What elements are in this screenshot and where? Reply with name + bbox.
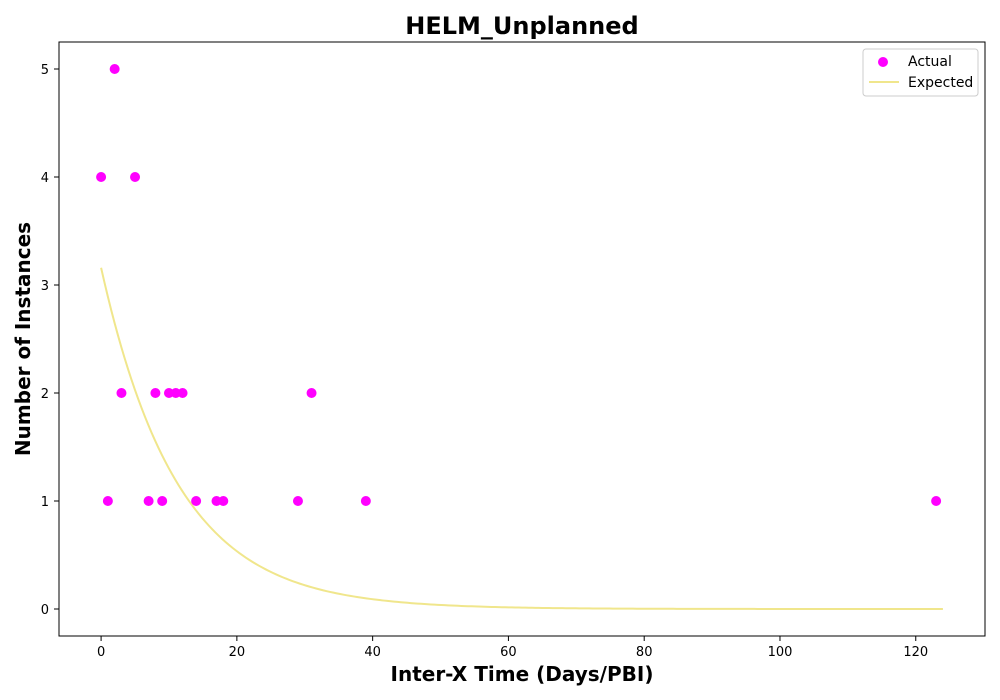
x-tick-label-120: 120	[903, 645, 928, 660]
actual-point-0	[96, 172, 107, 182]
actual-point-7	[157, 496, 168, 506]
expected-line	[100, 267, 943, 610]
actual-point-4	[130, 172, 141, 182]
y-tick-label-5: 5	[41, 63, 49, 78]
chart-title: HELM_Unplanned	[405, 12, 638, 40]
legend: Actual Expected	[862, 48, 979, 97]
actual-point-15	[306, 388, 317, 398]
x-axis-label: Inter-X Time (Days/PBI)	[391, 662, 654, 686]
actual-point-11	[191, 496, 202, 506]
y-tick-label-2: 2	[41, 387, 49, 402]
y-tick-label-4: 4	[41, 171, 49, 186]
y-tick-label-1: 1	[41, 495, 49, 510]
axes-frame	[58, 41, 986, 637]
y-tick-label-0: 0	[41, 603, 49, 618]
x-tick-label-20: 20	[229, 645, 246, 660]
actual-point-17	[931, 496, 942, 506]
legend-actual-label: Actual	[908, 54, 952, 70]
actual-point-14	[292, 496, 303, 506]
legend-expected-label: Expected	[908, 75, 973, 91]
legend-actual-marker	[878, 57, 888, 67]
actual-point-6	[150, 388, 161, 398]
actual-point-3	[116, 388, 127, 398]
actual-point-10	[177, 388, 188, 398]
y-tick-label-3: 3	[41, 279, 49, 294]
x-tick-label-60: 60	[500, 645, 517, 660]
legend-frame	[862, 48, 979, 97]
actual-point-5	[143, 496, 154, 506]
x-tick-label-40: 40	[364, 645, 381, 660]
x-tick-label-0: 0	[97, 645, 105, 660]
actual-point-16	[360, 496, 371, 506]
actual-point-2	[109, 64, 120, 74]
y-axis-label: Number of Instances	[11, 222, 35, 456]
x-tick-label-80: 80	[636, 645, 653, 660]
actual-point-13	[218, 496, 229, 506]
actual-point-1	[102, 496, 113, 506]
x-tick-label-100: 100	[768, 645, 793, 660]
plot-area: 0 20 40 60 80 100 120 0 1 2 3 4 5	[41, 41, 986, 660]
